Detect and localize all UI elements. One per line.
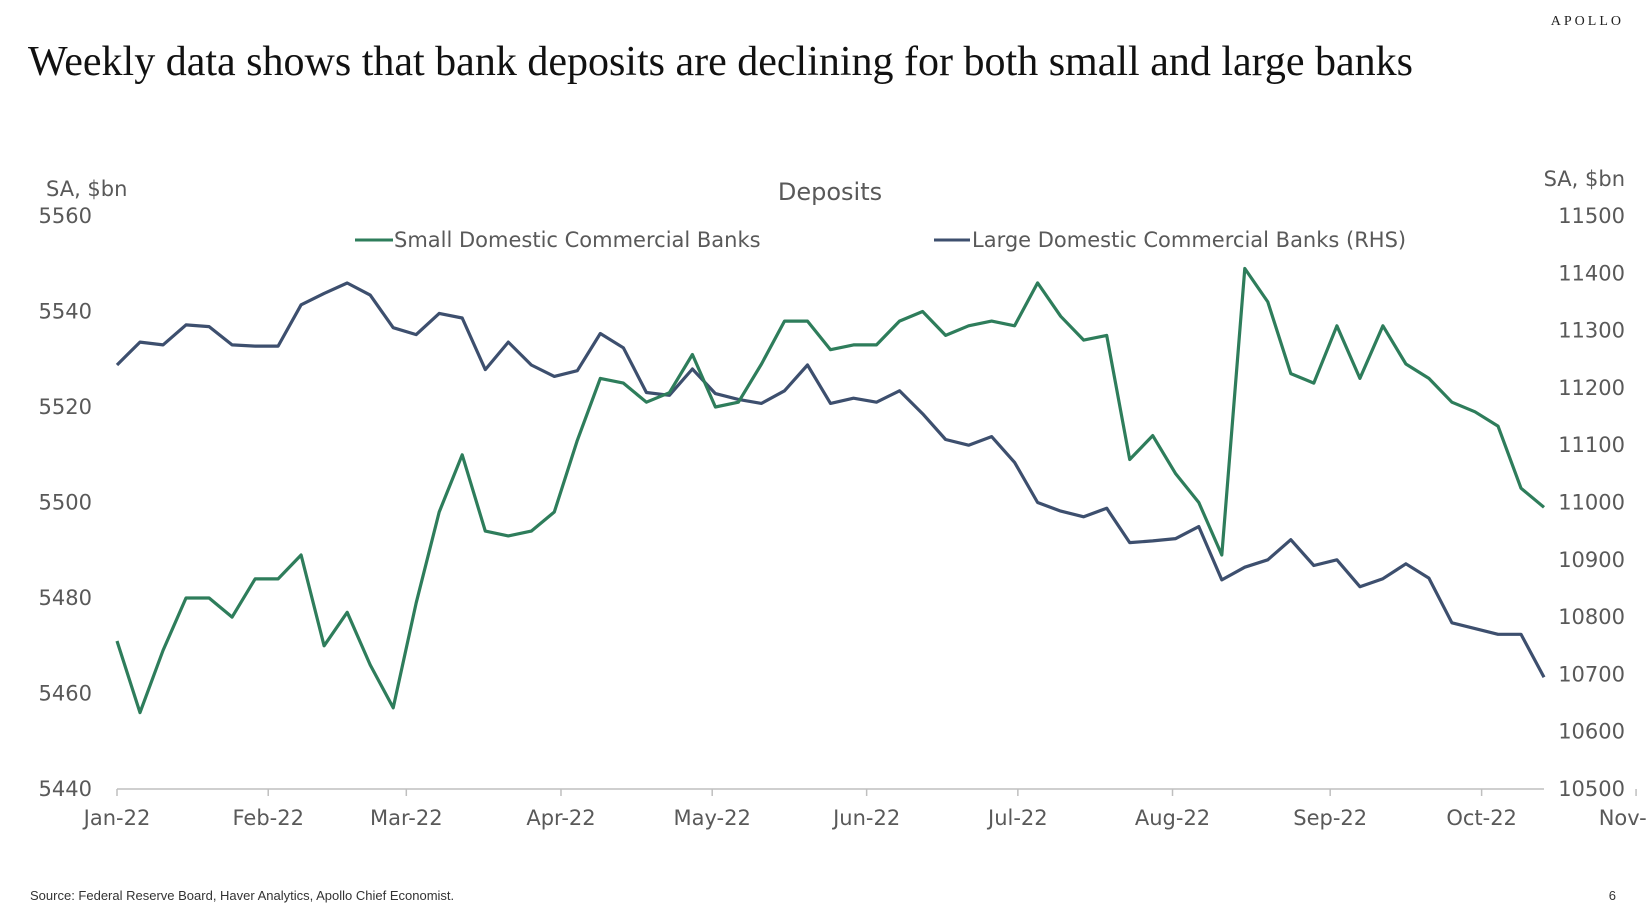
right-tick-label: 11000 [1558, 491, 1625, 515]
right-tick-label: 11400 [1558, 261, 1625, 285]
x-axis: Jan-22 Feb-22 Mar-22 Apr-22 May-22 Jun-22 Jul-… [82, 788, 1646, 830]
x-tick-label: May-22 [674, 806, 751, 830]
left-tick-label: 5440 [39, 777, 92, 801]
right-tick-label: 11200 [1558, 376, 1625, 400]
right-axis-ticks: 10500 10600 10700 10800 10900 11000 11100 11200… [1558, 204, 1625, 801]
left-tick-label: 5500 [39, 491, 92, 515]
legend-label-large-banks: Large Domestic Commercial Banks (RHS) [972, 228, 1406, 252]
right-tick-label: 10600 [1558, 720, 1625, 744]
right-tick-label: 10800 [1558, 605, 1625, 629]
right-tick-label: 11100 [1558, 433, 1625, 457]
x-tick-label: Nov-22 [1599, 806, 1646, 830]
right-tick-label: 10900 [1558, 548, 1625, 572]
right-axis-label: SA, $bn [1544, 167, 1625, 191]
right-tick-label: 10700 [1558, 662, 1625, 686]
left-axis-ticks: 5440 5460 5480 5500 5520 5540 5560 [39, 204, 92, 801]
legend: Small Domestic Commercial Banks Large Do… [355, 228, 1406, 252]
left-tick-label: 5480 [39, 586, 92, 610]
left-tick-label: 5520 [39, 395, 92, 419]
x-tick-label: Jul-22 [986, 806, 1048, 830]
series-line-small-banks [115, 266, 1546, 715]
right-tick-label: 10500 [1558, 777, 1625, 801]
x-tick-label: Oct-22 [1446, 806, 1517, 830]
x-tick-label: Jan-22 [82, 806, 151, 830]
source-note: Source: Federal Reserve Board, Haver Ana… [30, 888, 455, 903]
right-tick-label: 11300 [1558, 319, 1625, 343]
x-tick-label: Apr-22 [526, 806, 595, 830]
legend-label-small-banks: Small Domestic Commercial Banks [394, 228, 761, 252]
page-number: 6 [1608, 888, 1616, 903]
series-line-large-banks [115, 281, 1546, 679]
x-tick-label: Sep-22 [1293, 806, 1367, 830]
x-tick-label: Mar-22 [370, 806, 443, 830]
x-tick-label: Aug-22 [1135, 806, 1210, 830]
left-axis-label: SA, $bn [46, 177, 127, 201]
page-title: Weekly data shows that bank deposits are… [28, 39, 1413, 85]
series-layer [115, 266, 1546, 715]
left-tick-label: 5540 [39, 300, 92, 324]
chart-title: Deposits [778, 178, 882, 206]
x-tick-label: Feb-22 [232, 806, 303, 830]
left-tick-label: 5560 [39, 204, 92, 228]
right-tick-label: 11500 [1558, 204, 1625, 228]
brand-logo-text: APOLLO [1550, 14, 1624, 29]
left-tick-label: 5460 [39, 682, 92, 706]
x-tick-label: Jun-22 [831, 806, 900, 830]
